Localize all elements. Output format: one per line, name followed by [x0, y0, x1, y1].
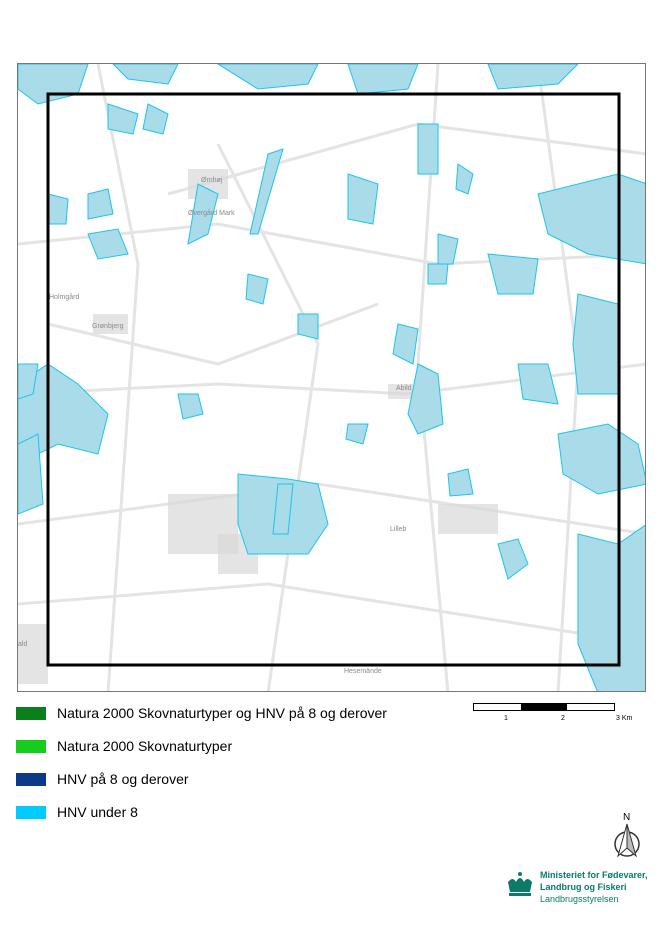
settlement — [388, 384, 413, 399]
scale-label: 1 — [504, 715, 508, 722]
scale-label: 2 — [561, 715, 565, 722]
habitat-polygon — [455, 163, 474, 195]
legend-label: Natura 2000 Skovnaturtyper og HNV på 8 o… — [57, 705, 387, 721]
legend-item: HNV under 8 — [16, 804, 138, 820]
habitat-polygon — [487, 64, 579, 90]
north-arrow-icon: N — [610, 812, 644, 862]
habitat-polygon — [107, 103, 139, 135]
habitat-polygon — [345, 423, 369, 445]
habitat-polygon — [392, 323, 419, 365]
settlement — [18, 624, 48, 684]
road — [47, 302, 379, 366]
habitat-polygon — [497, 538, 529, 580]
place-label: Ørnhøj — [201, 177, 223, 184]
map-view[interactable]: Ørnhøj Øvergård Mark Holmgård Grønbjerg … — [17, 63, 646, 692]
legend-swatch — [16, 739, 46, 753]
habitat-polygon — [249, 148, 284, 235]
legend-item: Natura 2000 Skovnaturtyper — [16, 738, 233, 754]
scale-bar — [473, 703, 615, 711]
ministry-logo: Ministeriet for Fødevarer, Landbrug og F… — [505, 868, 655, 912]
settlement — [93, 314, 128, 334]
legend-item: Natura 2000 Skovnaturtyper og HNV på 8 o… — [16, 705, 387, 721]
habitat-polygon — [142, 103, 169, 135]
road — [18, 482, 645, 536]
legend-swatch — [16, 772, 46, 786]
habitat-polygon — [18, 363, 39, 400]
place-label: Hesemände — [344, 668, 382, 675]
habitat-polygon — [187, 183, 219, 245]
map-canvas — [18, 64, 645, 691]
habitat-polygon — [87, 228, 129, 260]
legend-swatch — [16, 805, 46, 819]
logo-line: Ministeriet for Fødevarer, — [540, 870, 648, 880]
habitat-polygon — [177, 393, 204, 420]
habitat-polygon — [18, 64, 89, 105]
habitat-polygon — [347, 64, 419, 95]
legend-label: Natura 2000 Skovnaturtyper — [57, 738, 233, 754]
place-label: Grønbjerg — [92, 323, 124, 330]
place-label: Holmgård — [49, 294, 80, 301]
place-label: Abild — [396, 385, 412, 392]
road — [216, 143, 320, 691]
logo-line: Landbrug og Fiskeri — [540, 882, 627, 892]
habitat-polygon — [487, 253, 539, 295]
logo-line: Landbrugsstyrelsen — [540, 894, 619, 904]
habitat-polygon — [517, 363, 559, 405]
settlement — [438, 504, 498, 534]
habitat-polygon — [87, 188, 114, 220]
place-label: Øvergård Mark — [188, 210, 235, 217]
legend-swatch — [16, 706, 46, 720]
habitat-polygon — [447, 468, 474, 497]
habitat-polygon — [407, 363, 444, 435]
scale-label: 3 Km — [616, 715, 633, 722]
habitat-polygon — [297, 313, 319, 340]
habitat-polygon — [427, 263, 449, 285]
habitat-polygon — [557, 423, 645, 495]
legend-item: HNV på 8 og derover — [16, 771, 189, 787]
place-label: ald — [18, 641, 28, 648]
habitat-polygon — [437, 233, 459, 265]
map-extent-frame — [46, 92, 621, 667]
habitat-polygon — [47, 193, 69, 225]
place-label: Lilleb — [390, 526, 407, 533]
habitat-polygon — [347, 173, 379, 225]
road — [18, 582, 645, 646]
habitat-polygon — [217, 64, 319, 90]
legend-label: HNV på 8 og derover — [57, 771, 189, 787]
habitat-polygon — [112, 64, 179, 85]
road — [96, 64, 140, 691]
legend-label: HNV under 8 — [57, 804, 138, 820]
crown-icon — [508, 872, 532, 896]
north-label: N — [623, 812, 631, 823]
road — [167, 122, 645, 196]
habitat-polygon — [572, 293, 619, 395]
habitat-polygon — [577, 524, 645, 691]
habitat-polygon — [18, 433, 44, 515]
habitat-polygon — [272, 483, 294, 535]
habitat-polygon — [417, 123, 439, 175]
habitat-polygon — [245, 273, 269, 305]
